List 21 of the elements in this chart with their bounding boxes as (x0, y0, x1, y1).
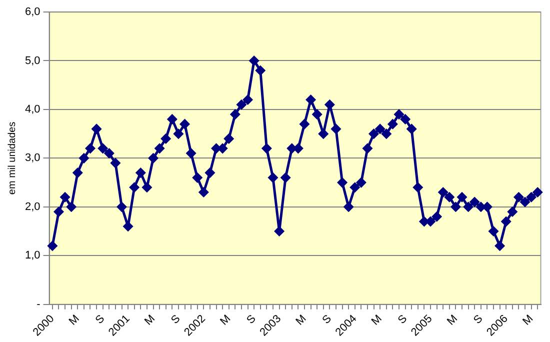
y-tick-label: 3,0 (24, 152, 40, 164)
x-tick-label: S (396, 312, 410, 326)
y-tick-label: 4,0 (24, 103, 40, 116)
y-tick-label: 2,0 (24, 200, 40, 213)
x-tick-label: M (294, 312, 309, 328)
x-tick-label: S (471, 312, 486, 326)
x-tick-label: M (66, 312, 82, 328)
y-tick-label: 1,0 (24, 250, 40, 262)
y-tick-label: 5,0 (24, 54, 40, 67)
x-tick-label: S (93, 312, 108, 326)
x-tick-label: M (218, 312, 234, 328)
x-tick-label: M (369, 312, 384, 328)
x-tick-label: M (142, 312, 158, 328)
x-tick-label: S (320, 312, 334, 326)
y-tick-label: 6,0 (24, 6, 40, 18)
x-tick-label: S (169, 312, 183, 326)
x-tick-label: M (444, 312, 460, 328)
x-tick-label: S (244, 312, 258, 326)
y-tick-label: - (36, 298, 41, 310)
x-tick-label: M (520, 312, 536, 328)
y-axis-title: em mil unidades (6, 122, 18, 195)
